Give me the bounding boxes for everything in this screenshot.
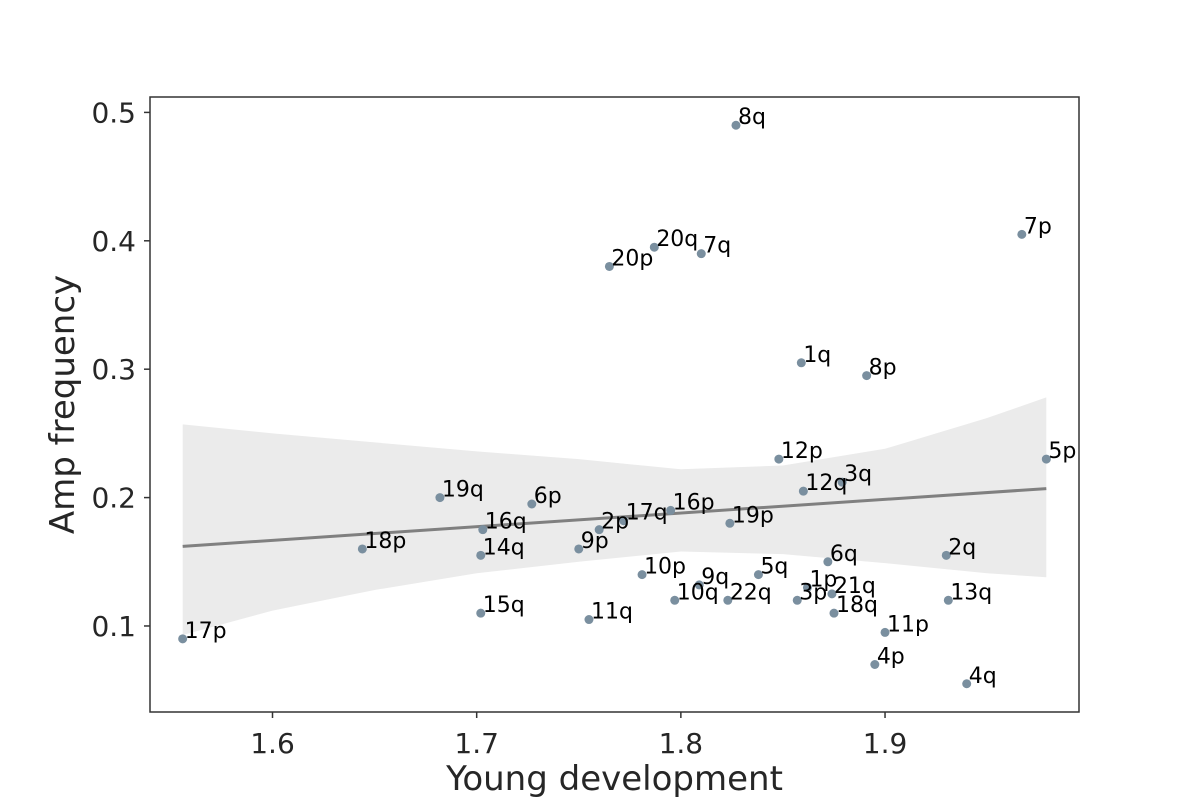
- data-point: [725, 518, 735, 528]
- y-axis-title: Amp frequency: [43, 275, 83, 534]
- point-label: 19q: [442, 478, 484, 503]
- point-label: 12p: [781, 439, 823, 464]
- point-label: 9q: [701, 565, 729, 590]
- point-label: 5p: [1048, 439, 1076, 464]
- data-point: [584, 615, 594, 625]
- point-label: 6p: [534, 484, 562, 509]
- data-point: [880, 627, 890, 637]
- y-axis-ticks: 0.1 0.2 0.3 0.4 0.5: [91, 96, 150, 643]
- x-tick-label: 1.7: [454, 727, 499, 760]
- regression-line: [182, 487, 1047, 548]
- point-label: 7p: [1024, 214, 1052, 239]
- data-point: [604, 261, 614, 271]
- plot-frame: [149, 96, 1080, 713]
- y-tick-label: 0.2: [91, 482, 136, 515]
- x-tick-label: 1.6: [250, 727, 295, 760]
- point-label: 17q: [626, 501, 668, 526]
- point-label: 3p: [799, 580, 827, 605]
- data-point: [476, 550, 486, 560]
- point-label: 16p: [673, 490, 715, 515]
- point-label: 20p: [611, 246, 653, 271]
- regression-line-path: [182, 487, 1047, 548]
- data-points: [178, 120, 1051, 689]
- data-point: [1017, 229, 1027, 239]
- point-label: 9p: [581, 529, 609, 554]
- data-point: [943, 595, 953, 605]
- data-point: [696, 249, 706, 259]
- x-tick-label: 1.9: [863, 727, 908, 760]
- point-label: 8p: [869, 356, 897, 381]
- data-point: [670, 595, 680, 605]
- data-point: [792, 595, 802, 605]
- data-point: [837, 477, 847, 487]
- point-label: 3q: [844, 462, 872, 487]
- point-label: 7q: [703, 234, 731, 259]
- point-label: 22q: [730, 580, 772, 605]
- point-label: 4p: [877, 644, 905, 669]
- data-point: [435, 493, 445, 503]
- data-point: [649, 242, 659, 252]
- point-label: 4q: [969, 664, 997, 689]
- point-label: 12q: [805, 471, 847, 496]
- y-tick-label: 0.5: [91, 96, 136, 129]
- point-label: 2p: [601, 510, 629, 535]
- point-label: 18p: [364, 529, 406, 554]
- data-point: [796, 358, 806, 368]
- point-label: 13q: [950, 580, 992, 605]
- x-tick-label: 1.8: [659, 727, 704, 760]
- point-label: 15q: [483, 593, 525, 618]
- data-point: [666, 505, 676, 515]
- point-label: 16q: [485, 510, 527, 535]
- y-tick-label: 0.4: [91, 225, 136, 258]
- data-point: [941, 550, 951, 560]
- data-point: [1041, 454, 1051, 464]
- data-point: [827, 589, 837, 599]
- data-point: [823, 557, 833, 567]
- data-point: [802, 582, 812, 592]
- point-label: 18q: [836, 593, 878, 618]
- y-tick-label: 0.3: [91, 353, 136, 386]
- point-label: 10q: [677, 580, 719, 605]
- point-label: 8q: [738, 105, 766, 130]
- point-label: 2q: [948, 535, 976, 560]
- point-label: 10p: [644, 555, 686, 580]
- data-point: [357, 544, 367, 554]
- data-point: [619, 516, 629, 526]
- point-label: 1p: [809, 567, 837, 592]
- y-tick-label: 0.1: [91, 610, 136, 643]
- data-point: [798, 486, 808, 496]
- data-point: [476, 608, 486, 618]
- data-point: [637, 570, 647, 580]
- point-label: 1q: [803, 343, 831, 368]
- point-label: 11q: [591, 600, 633, 625]
- data-point: [478, 525, 488, 535]
- data-point: [962, 679, 972, 689]
- data-point: [829, 608, 839, 618]
- data-point: [774, 454, 784, 464]
- data-point: [527, 499, 537, 509]
- data-point: [731, 120, 741, 130]
- x-axis-ticks: 1.6 1.7 1.8 1.9: [250, 712, 907, 760]
- data-point: [753, 570, 763, 580]
- point-label: 6q: [830, 542, 858, 567]
- point-label: 11p: [887, 612, 929, 637]
- data-point: [574, 544, 584, 554]
- point-label: 21q: [834, 574, 876, 599]
- data-point: [862, 371, 872, 381]
- x-axis-title: Young development: [445, 759, 783, 799]
- data-point: [723, 595, 733, 605]
- data-point: [594, 525, 604, 535]
- data-point: [178, 634, 188, 644]
- point-label: 20q: [656, 227, 698, 252]
- point-label: 5q: [760, 555, 788, 580]
- data-point: [870, 659, 880, 669]
- point-label: 17p: [185, 619, 227, 644]
- point-label: 14q: [483, 535, 525, 560]
- point-label: 19p: [732, 503, 774, 528]
- data-point: [694, 580, 704, 590]
